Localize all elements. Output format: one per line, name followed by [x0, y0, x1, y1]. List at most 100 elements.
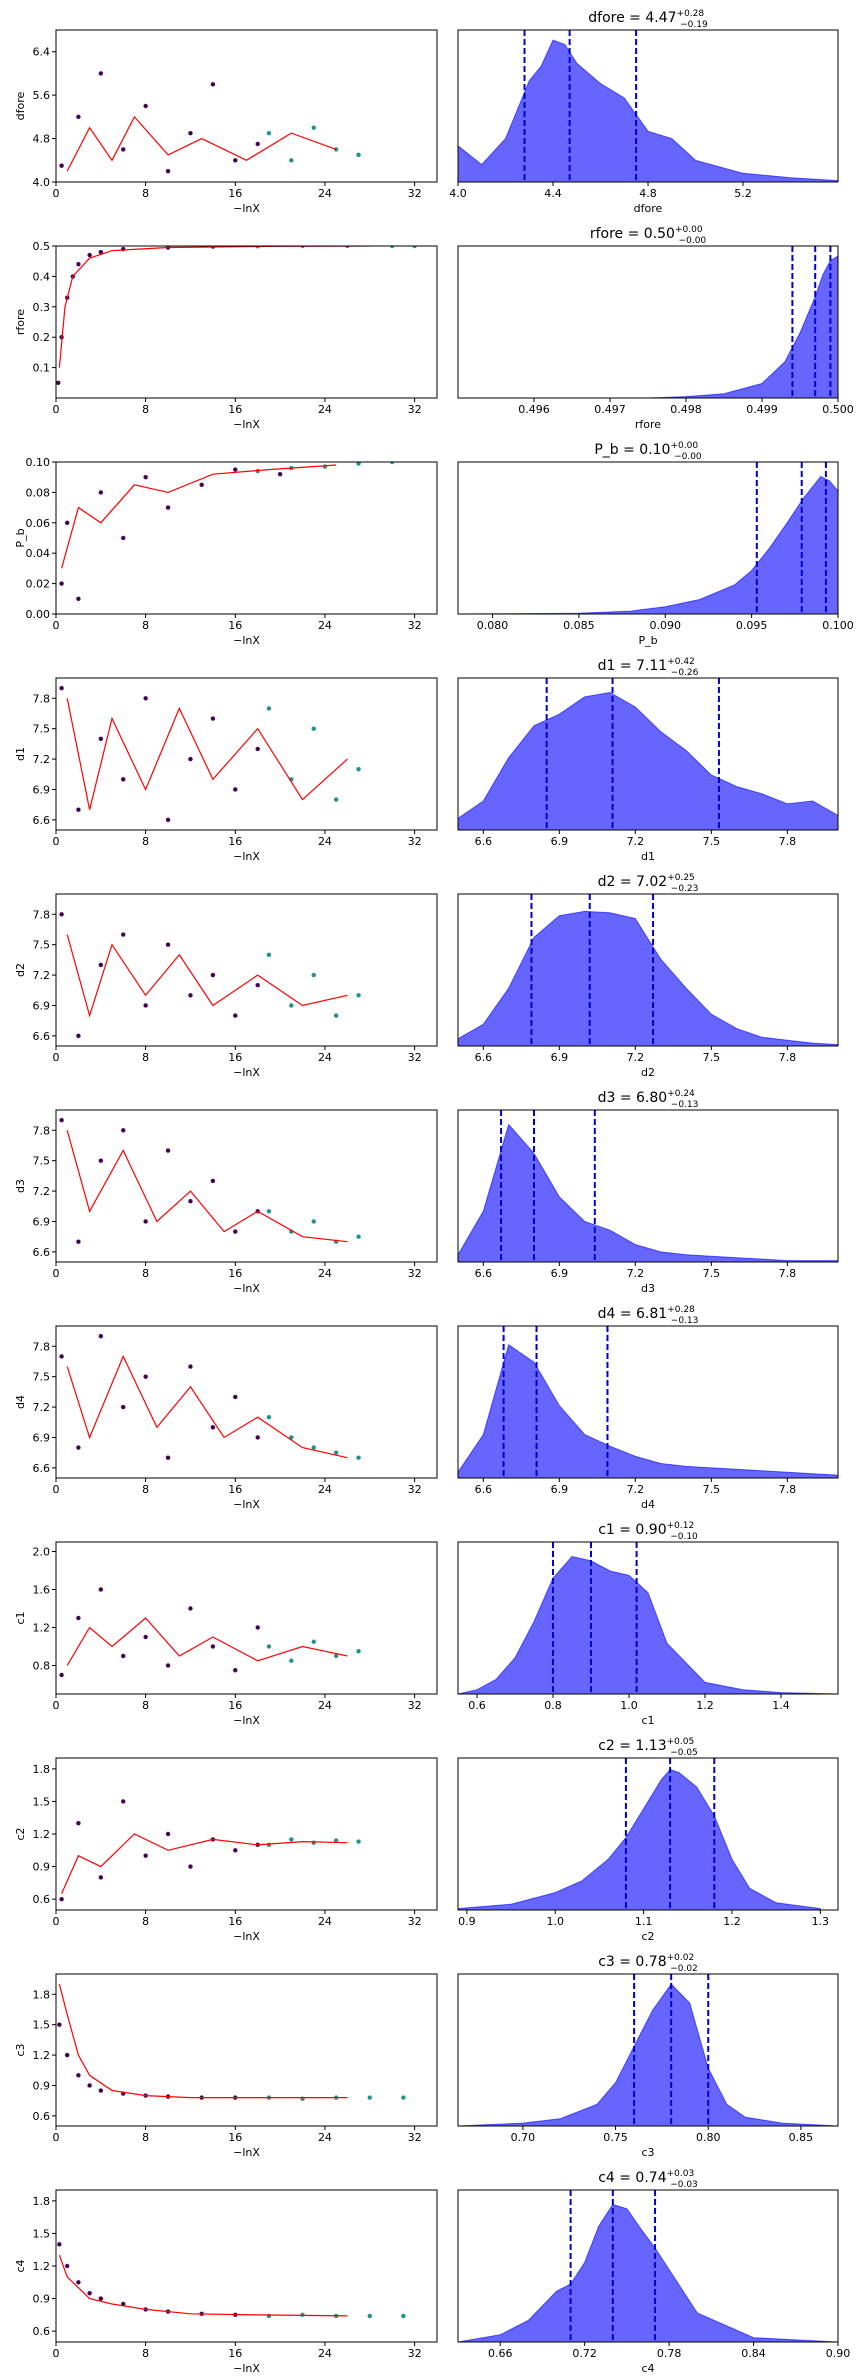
y-axis-label: c4	[14, 2259, 27, 2272]
x-axis-label: dfore	[634, 202, 663, 215]
x-tick-label: 8	[142, 1699, 149, 1712]
sample-point	[121, 777, 126, 782]
density-area	[458, 255, 838, 398]
title-main: c2 = 1.13	[598, 1738, 666, 1754]
panel-title: c1 = 0.90+0.12 −0.10	[598, 1521, 698, 1542]
sample-point	[233, 467, 238, 472]
x-axis-label: rfore	[635, 418, 661, 431]
sample-point	[98, 962, 104, 968]
sample-point	[143, 475, 148, 480]
sample-point	[289, 158, 294, 163]
axes-frame	[457, 1109, 839, 1263]
sample-point	[233, 1668, 238, 1673]
y-tick-label: 0.6	[33, 2110, 51, 2123]
x-tick-label: 16	[228, 2347, 242, 2360]
sample-point	[333, 797, 339, 802]
panel: 0.70 0.75 0.80 0.85 c3 c3 = 0.78+0.02 −0.02	[457, 1953, 839, 2159]
x-tick-label: 16	[228, 2131, 242, 2144]
panel-title: c4 = 0.74+0.03 −0.03	[598, 2169, 698, 2190]
x-tick-label: 7.2	[627, 1051, 645, 1064]
x-tick-label: 8	[142, 2131, 149, 2144]
panel: 0 8 16 24 32 −lnX 6.6 6.9 7.2 7.5 7.8 d4	[14, 1325, 438, 1511]
x-tick-label: 16	[228, 1483, 242, 1496]
y-tick-label: 0.8	[33, 1660, 51, 1673]
trace-line	[66, 698, 348, 810]
sample-point	[98, 2088, 104, 2093]
sample-point	[98, 1875, 104, 1880]
plot-area	[59, 912, 361, 1039]
x-axis-label: d1	[641, 850, 655, 863]
sample-point	[188, 756, 193, 762]
y-tick-label: 1.2	[33, 1828, 51, 1841]
sample-point	[333, 1013, 339, 1018]
sample-point	[210, 716, 216, 721]
y-tick-label: 0.6	[33, 1893, 51, 1906]
sample-point	[76, 1033, 81, 1039]
sample-point	[401, 2313, 406, 2319]
sample-point	[59, 1354, 64, 1359]
x-tick-label: 0.8	[544, 1699, 562, 1712]
x-tick-label: 4.4	[544, 187, 562, 200]
sample-point	[59, 912, 64, 917]
x-axis-label: P_b	[638, 634, 657, 647]
sample-point	[356, 1839, 361, 1844]
axes-frame	[457, 1757, 839, 1911]
sample-point	[121, 1404, 126, 1410]
sample-point	[333, 1450, 339, 1455]
title-main: P_b = 0.10	[594, 442, 670, 458]
title-sup: +0.24	[667, 1089, 695, 1099]
sample-point	[98, 736, 104, 741]
x-tick-label: 7.5	[703, 1267, 721, 1280]
x-tick-label: 0.6	[468, 1699, 486, 1712]
sample-point	[87, 252, 92, 258]
y-axis-label: d3	[14, 1179, 27, 1193]
x-tick-label: 0.095	[736, 619, 768, 632]
x-tick-label: 8	[142, 187, 149, 200]
title-sub: −0.10	[670, 1532, 698, 1542]
sample-point	[87, 2083, 92, 2088]
y-tick-label: 0.3	[33, 301, 51, 314]
sample-point	[59, 1672, 64, 1678]
sample-point	[121, 1128, 126, 1133]
axes-frame	[55, 677, 438, 831]
sample-point	[389, 246, 395, 249]
sample-point	[98, 490, 104, 495]
x-tick-label: 1.2	[723, 1915, 741, 1928]
x-tick-label: 0.90	[826, 2347, 851, 2360]
x-axis-label: −lnX	[233, 634, 260, 647]
sample-point	[59, 1896, 64, 1902]
y-tick-label: 6.6	[33, 1246, 51, 1259]
sample-point	[277, 471, 283, 477]
plot-area	[458, 1110, 838, 1262]
sample-point	[210, 1644, 216, 1649]
y-tick-label: 1.5	[33, 1795, 51, 1808]
y-tick-label: 0.5	[33, 240, 51, 253]
x-tick-label: 0	[53, 403, 60, 416]
sample-point	[87, 2290, 92, 2296]
sample-point	[57, 2242, 62, 2247]
x-axis-label: −lnX	[233, 2362, 260, 2375]
title-main: dfore = 4.47	[588, 10, 676, 26]
x-tick-label: 16	[228, 1051, 242, 1064]
panel: 0 8 16 24 32 −lnX 0.6 0.9 1.2 1.5 1.8 c4	[14, 2189, 438, 2375]
trace-line	[66, 1617, 348, 1666]
x-tick-label: 7.5	[703, 1051, 721, 1064]
sample-point	[98, 71, 104, 76]
y-tick-label: 0.06	[26, 517, 51, 530]
sample-point	[59, 1117, 64, 1123]
x-tick-label: 6.6	[475, 835, 493, 848]
sample-point	[311, 726, 316, 731]
x-tick-label: 1.0	[546, 1915, 564, 1928]
sample-point	[333, 1653, 339, 1659]
sample-point	[98, 1333, 104, 1339]
x-tick-label: 24	[318, 1051, 332, 1064]
sample-point	[76, 1820, 81, 1826]
x-tick-label: 0	[53, 1051, 60, 1064]
plot-area	[59, 685, 361, 823]
x-tick-label: 7.2	[627, 1483, 645, 1496]
axes-frame	[55, 1109, 438, 1263]
x-tick-label: 0.75	[603, 2131, 628, 2144]
y-tick-label: 0.4	[33, 270, 51, 283]
x-tick-label: 8	[142, 403, 149, 416]
